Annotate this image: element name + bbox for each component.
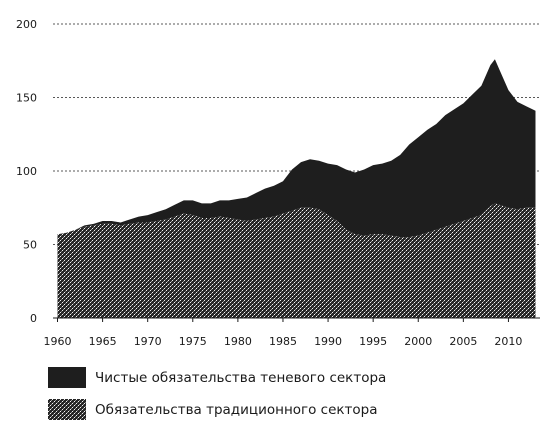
y-tick-label-50: 50 bbox=[23, 239, 37, 252]
x-tick-label-2000: 2000 bbox=[404, 335, 432, 348]
area-shadow-sector bbox=[57, 59, 536, 238]
legend-label-shadow: Чистые обязательства теневого сектора bbox=[95, 369, 387, 386]
x-tick-label-1990: 1990 bbox=[314, 335, 342, 348]
y-tick-labels: 0 50 100 150 200 bbox=[16, 18, 37, 325]
y-tick-label-0: 0 bbox=[30, 312, 37, 325]
x-tick-label-2010: 2010 bbox=[494, 335, 522, 348]
x-tick-label-1970: 1970 bbox=[134, 335, 162, 348]
x-tick-label-1980: 1980 bbox=[224, 335, 252, 348]
legend-item-traditional: Обязательства традиционного сектора bbox=[48, 399, 378, 420]
y-tick-label-100: 100 bbox=[16, 165, 37, 178]
x-tick-label-1985: 1985 bbox=[269, 335, 297, 348]
axes bbox=[53, 317, 540, 322]
area-traditional-sector bbox=[57, 203, 536, 318]
x-tick-label-1965: 1965 bbox=[89, 335, 117, 348]
x-tick-label-2005: 2005 bbox=[449, 335, 477, 348]
x-tick-label-1975: 1975 bbox=[179, 335, 207, 348]
legend-label-traditional: Обязательства традиционного сектора bbox=[95, 401, 378, 418]
x-tick-label-1960: 1960 bbox=[44, 335, 72, 348]
x-tick-label-1995: 1995 bbox=[359, 335, 387, 348]
legend-item-shadow: Чистые обязательства теневого сектора bbox=[48, 367, 386, 388]
legend-swatch-shadow bbox=[48, 367, 86, 388]
y-tick-label-200: 200 bbox=[16, 18, 37, 31]
y-tick-label-150: 150 bbox=[16, 92, 37, 105]
legend-swatch-traditional bbox=[48, 399, 86, 420]
x-tick-labels: 1960 1965 1970 1975 1980 1985 1990 1995 2000 2005… bbox=[44, 335, 523, 348]
plot-areas bbox=[57, 59, 536, 318]
